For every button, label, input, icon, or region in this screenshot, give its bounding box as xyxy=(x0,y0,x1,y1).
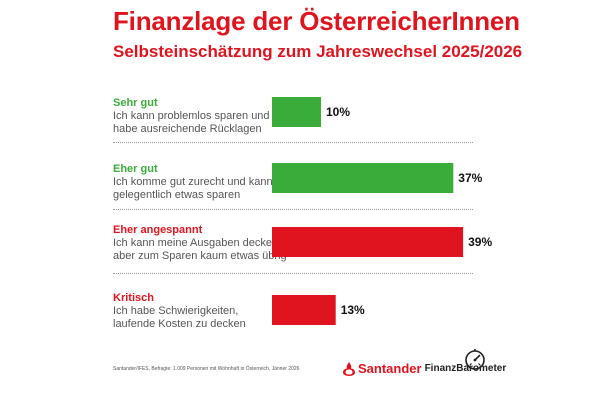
bar-eher-angespannt xyxy=(272,227,464,257)
category-name: Eher angespannt xyxy=(113,224,203,236)
source-note: Santander/IFES, Befragte: 1.009 Personen… xyxy=(113,366,300,372)
data-label: 39% xyxy=(468,235,492,249)
category-name: Eher gut xyxy=(113,163,158,175)
row-separator xyxy=(113,273,473,274)
santander-flame-icon xyxy=(343,361,355,376)
row-label-eher-gut: Eher gut Ich komme gut zurecht und kann … xyxy=(113,163,273,202)
category-description-line: Ich kann problemlos sparen und xyxy=(113,110,270,122)
row-label-eher-angespannt: Eher angespannt Ich kann meine Ausgaben … xyxy=(113,224,287,263)
data-label: 10% xyxy=(326,105,350,119)
row-separator xyxy=(113,142,473,143)
page-title: Finanzlage der ÖsterreicherInnen xyxy=(113,6,520,36)
row-label-sehr-gut: Sehr gut Ich kann problemlos sparen und … xyxy=(113,97,273,136)
speedometer-gauge-icon xyxy=(465,349,485,370)
brand-logo: Santander FinanzBarometer xyxy=(343,361,506,376)
category-description-line: Ich habe Schwierigkeiten, xyxy=(113,305,239,317)
data-label: 37% xyxy=(458,171,482,185)
brand-name: Santander xyxy=(358,361,422,376)
row-separator xyxy=(113,209,473,210)
category-name: Sehr gut xyxy=(113,97,158,109)
category-description-line: Ich kann meine Ausgaben decken, xyxy=(113,237,282,249)
page-subtitle: Selbsteinschätzung zum Jahreswechsel 202… xyxy=(113,42,523,61)
bar-eher-gut xyxy=(272,163,454,193)
row-label-kritisch: Kritisch Ich habe Schwierigkeiten, laufe… xyxy=(113,292,273,331)
data-label: 13% xyxy=(341,303,365,317)
category-description-line: aber zum Sparen kaum etwas übrig xyxy=(113,250,287,262)
bar-kritisch xyxy=(272,295,336,325)
category-name: Kritisch xyxy=(113,292,154,304)
category-description-line: habe ausreichende Rücklagen xyxy=(113,123,262,135)
bar-sehr-gut xyxy=(272,97,321,127)
category-description-line: gelegentlich etwas sparen xyxy=(113,189,241,201)
brand-product-name: FinanzBarometer xyxy=(424,363,507,374)
category-description-line: Ich komme gut zurecht und kann xyxy=(113,176,273,188)
category-description-line: laufende Kosten zu decken xyxy=(113,318,246,330)
